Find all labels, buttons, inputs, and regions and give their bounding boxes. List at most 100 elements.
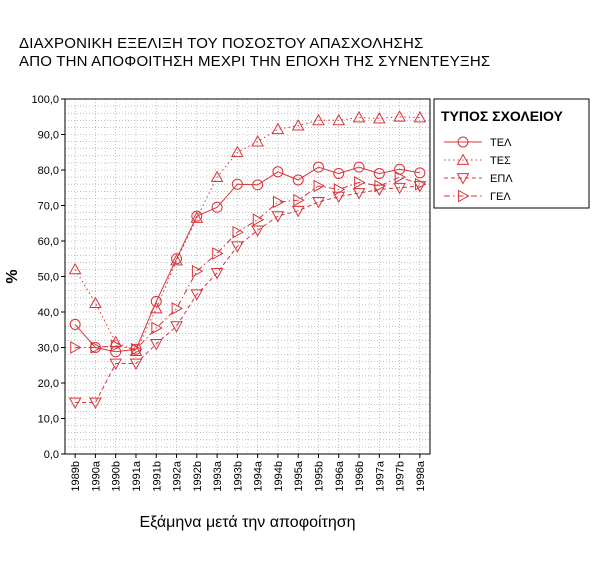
data-point (291, 119, 305, 131)
legend-label: ΕΠΛ (490, 173, 513, 185)
data-point (150, 295, 162, 307)
y-tick-label: 100,0 (31, 94, 59, 106)
data-point (312, 197, 325, 209)
grid (65, 98, 430, 455)
data-point (372, 111, 386, 124)
data-point (232, 225, 244, 239)
x-tick-label: 1993a (212, 460, 224, 491)
y-tick-label: 30,0 (38, 343, 59, 355)
legend-item: ΤΕΛ (444, 136, 512, 149)
data-point (129, 358, 143, 371)
chart-title: ΔΙΑΧΡΟΝΙΚΗ ΕΞΕΛΙΞΗ ΤΟΥ ΠΟΣΟΣΤΟΥ ΑΠΑΣΧΟΛΗ… (19, 35, 424, 52)
y-tick-label: 40,0 (38, 307, 59, 319)
data-point (292, 174, 304, 186)
data-point (373, 168, 385, 180)
data-point (374, 179, 386, 193)
data-point (231, 145, 244, 158)
data-point (352, 188, 366, 200)
y-tick-label: 90,0 (38, 130, 59, 142)
data-point (413, 110, 427, 123)
x-tick-label: 1996a (334, 460, 346, 491)
data-point (414, 167, 426, 179)
y-tick-label: 60,0 (38, 236, 59, 248)
x-tick-label: 1991b (151, 461, 163, 492)
y-tick-label: 80,0 (38, 165, 59, 177)
data-point (131, 342, 143, 356)
data-point (210, 268, 224, 280)
data-point (231, 178, 243, 190)
x-tick-label: 1997b (395, 461, 407, 492)
data-point (251, 135, 264, 147)
legend-box (433, 98, 590, 209)
series-1 (68, 110, 427, 356)
x-tick-label: 1992a (172, 460, 184, 491)
data-point (252, 179, 264, 191)
chart-subtitle: ΑΠΟ ΤΗΝ ΑΠΟΦΟΙΤΗΣΗ ΜΕΧΡΙ ΤΗΝ ΕΠΟΧΗ ΤΗΣ Σ… (19, 53, 491, 70)
x-tick-label: 1990a (90, 460, 102, 491)
x-tick-label: 1998a (415, 460, 427, 491)
data-point (109, 358, 123, 371)
data-point (333, 168, 345, 180)
data-point (190, 211, 204, 223)
data-point (149, 339, 163, 351)
data-point (271, 211, 285, 223)
data-point (210, 170, 224, 182)
x-tick-label: 1995a (293, 460, 305, 491)
data-point (170, 321, 183, 333)
legend-marker (457, 136, 469, 148)
data-point (191, 264, 204, 278)
y-tick-label: 0,0 (44, 449, 59, 461)
data-point (251, 225, 264, 237)
legend-marker (456, 173, 470, 185)
data-point (212, 247, 224, 260)
series-line (74, 166, 420, 353)
data-point (89, 296, 102, 309)
data-point (394, 170, 407, 184)
data-point (89, 397, 102, 410)
data-point (312, 113, 325, 126)
series-line (75, 176, 421, 350)
data-point (110, 339, 123, 353)
data-point (68, 397, 82, 410)
data-point (353, 161, 365, 173)
data-point (90, 341, 102, 354)
x-tick-label: 1995b (313, 461, 325, 492)
data-point (291, 205, 305, 218)
data-point (191, 210, 203, 222)
data-point (252, 213, 265, 227)
x-tick-label: 1996b (354, 461, 366, 492)
y-tick-label: 70,0 (38, 201, 59, 213)
x-axis-label: Εξάμηνα μετά την αποφοίτηση (139, 514, 355, 531)
data-point (70, 341, 82, 354)
data-point (273, 195, 285, 209)
x-tick-label: 1989b (70, 461, 82, 492)
data-point (271, 122, 285, 135)
data-point (272, 166, 284, 178)
data-point (393, 110, 406, 122)
legend: ΤΥΠΟΣ ΣΧΟΛΕΙΟΥ ΤΕΛ ΤΕΣ ΕΠΛ ΓΕΛ (433, 98, 590, 209)
data-point (171, 302, 184, 315)
data-point (190, 289, 204, 301)
data-point (170, 253, 183, 266)
data-point (293, 193, 305, 207)
x-tick-label: 1992b (192, 461, 204, 492)
data-point (149, 301, 163, 314)
data-point (211, 201, 223, 213)
data-point (354, 176, 366, 189)
series-2 (68, 181, 427, 410)
legend-marker (456, 153, 470, 165)
y-axis-label: % (4, 269, 21, 283)
x-tick-label: 1991a (131, 460, 143, 491)
legend-item: ΤΕΣ (444, 153, 511, 167)
data-point (393, 182, 406, 195)
legend-label: ΤΕΛ (490, 137, 512, 149)
legend-marker (458, 189, 470, 203)
series-3 (70, 170, 427, 356)
legend-item: ΕΠΛ (444, 173, 513, 185)
legend-title: ΤΥΠΟΣ ΣΧΟΛΕΙΟΥ (441, 108, 563, 124)
data-point (171, 253, 183, 265)
data-point (69, 318, 81, 330)
data-point (313, 179, 326, 193)
data-point (151, 321, 163, 335)
data-point (332, 113, 346, 126)
